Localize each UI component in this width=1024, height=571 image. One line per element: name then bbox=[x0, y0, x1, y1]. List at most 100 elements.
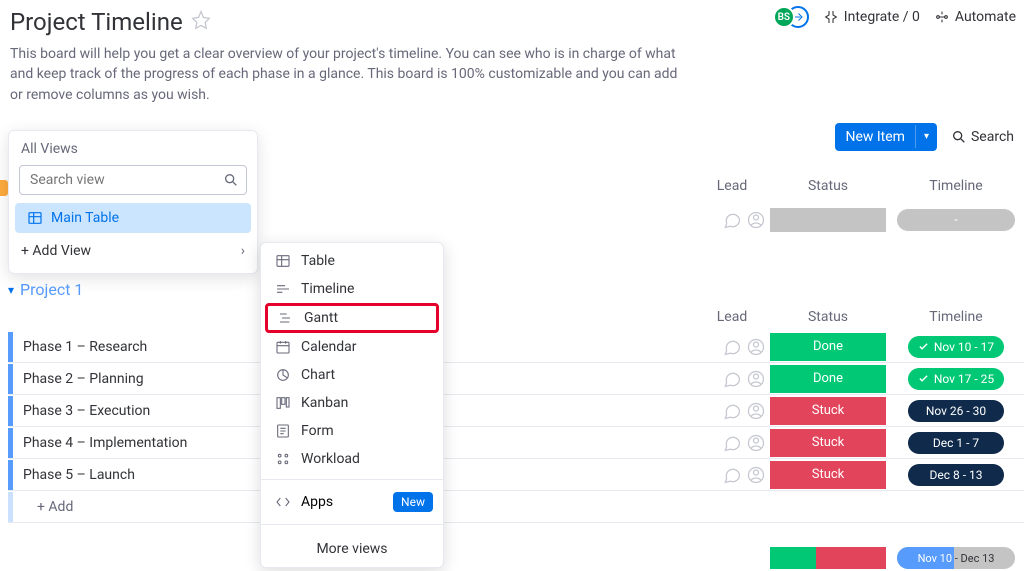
board-title: Project Timeline bbox=[10, 8, 183, 36]
automate-label: Automate bbox=[955, 9, 1016, 25]
submenu-item-label: Workload bbox=[301, 451, 360, 467]
automate-button[interactable]: Automate bbox=[934, 9, 1016, 25]
more-views-button[interactable]: More views bbox=[261, 531, 443, 563]
group-title: Project 1 bbox=[20, 280, 83, 299]
submenu-item-kanban[interactable]: Kanban bbox=[261, 389, 443, 417]
avatar-bs: BS bbox=[773, 6, 795, 28]
submenu-item-label: Calendar bbox=[301, 339, 357, 355]
status-cell[interactable]: Stuck bbox=[768, 429, 888, 457]
add-item-row[interactable]: + Add bbox=[8, 491, 1024, 523]
col-status[interactable]: Status bbox=[768, 309, 888, 325]
submenu-item-calendar[interactable]: Calendar bbox=[261, 333, 443, 361]
gantt-icon bbox=[278, 310, 294, 326]
new-item-button[interactable]: New Item ▾ bbox=[835, 123, 937, 151]
person-icon[interactable] bbox=[744, 399, 768, 423]
submenu-item-timeline[interactable]: Timeline bbox=[261, 275, 443, 303]
status-cell[interactable]: Stuck bbox=[768, 461, 888, 489]
table-row[interactable]: Phase 4 – ImplementationStuckDec 1 - 7 bbox=[8, 427, 1024, 459]
person-icon[interactable] bbox=[744, 367, 768, 391]
submenu-item-table[interactable]: Table bbox=[261, 247, 443, 275]
submenu-item-workload[interactable]: Workload bbox=[261, 445, 443, 473]
views-heading: All Views bbox=[9, 131, 257, 165]
timeline-cell[interactable]: Nov 26 - 30 bbox=[888, 400, 1024, 422]
person-icon[interactable] bbox=[744, 335, 768, 359]
view-item-main-table[interactable]: Main Table bbox=[15, 203, 251, 233]
col-lead[interactable]: Lead bbox=[696, 309, 768, 325]
form-icon bbox=[275, 423, 291, 439]
col-timeline[interactable]: Timeline bbox=[888, 309, 1024, 325]
check-icon bbox=[918, 341, 929, 352]
chat-icon[interactable] bbox=[720, 399, 744, 423]
add-view-label: + Add View bbox=[21, 243, 91, 259]
search-label: Search bbox=[971, 129, 1014, 145]
kanban-icon bbox=[275, 395, 291, 411]
workload-icon bbox=[275, 451, 291, 467]
submenu-item-label: Chart bbox=[301, 367, 335, 383]
search-button[interactable]: Search bbox=[951, 129, 1014, 145]
timeline-cell[interactable]: Dec 8 - 13 bbox=[888, 464, 1024, 486]
group-project-1: ▾ Project 1 Lead Status Timeline Phase 1… bbox=[8, 276, 1024, 571]
column-headers-group: Lead Status Timeline bbox=[8, 303, 1024, 331]
submenu-divider bbox=[261, 479, 443, 480]
check-icon bbox=[918, 373, 929, 384]
status-cell-blank[interactable] bbox=[768, 208, 888, 232]
submenu-item-form[interactable]: Form bbox=[261, 417, 443, 445]
col-timeline[interactable]: Timeline bbox=[888, 178, 1024, 194]
new-item-label: New Item bbox=[835, 123, 915, 151]
table-row[interactable]: Phase 1 – ResearchDoneNov 10 - 17 bbox=[8, 331, 1024, 363]
table-icon bbox=[275, 253, 291, 269]
add-item-label: + Add bbox=[13, 499, 73, 515]
add-view-submenu: Table Timeline Gantt Calendar Chart KanbanFor… bbox=[260, 242, 444, 568]
submenu-item-label: Table bbox=[301, 253, 335, 269]
new-badge: New bbox=[393, 492, 433, 512]
submenu-item-label: Timeline bbox=[301, 281, 354, 297]
board-description: This board will help you get a clear ove… bbox=[10, 44, 690, 105]
calendar-icon bbox=[275, 339, 291, 355]
chat-icon[interactable] bbox=[720, 463, 744, 487]
top-actions: BS Integrate / 0 Automate bbox=[773, 6, 1016, 28]
integrate-label: Integrate / 0 bbox=[844, 9, 920, 25]
member-avatars[interactable]: BS bbox=[773, 6, 809, 28]
table-row[interactable]: Phase 3 – ExecutionStuckNov 26 - 30 bbox=[8, 395, 1024, 427]
integrate-button[interactable]: Integrate / 0 bbox=[823, 9, 920, 25]
views-panel: All Views Main Table + Add View › bbox=[8, 130, 258, 274]
new-item-dropdown[interactable]: ▾ bbox=[915, 125, 937, 148]
favorite-star-icon[interactable] bbox=[191, 10, 211, 35]
apps-label: Apps bbox=[301, 494, 333, 510]
timeline-cell[interactable]: Nov 10 - 17 bbox=[888, 336, 1024, 358]
person-icon[interactable] bbox=[744, 463, 768, 487]
chevron-right-icon: › bbox=[241, 243, 245, 259]
timeline-cell-blank[interactable]: - bbox=[888, 209, 1024, 231]
view-item-label: Main Table bbox=[51, 210, 119, 226]
submenu-item-label: Gantt bbox=[304, 310, 338, 326]
chat-icon[interactable] bbox=[720, 367, 744, 391]
person-icon[interactable] bbox=[744, 208, 768, 232]
collapse-tab-icon[interactable] bbox=[0, 180, 8, 196]
col-status[interactable]: Status bbox=[768, 178, 888, 194]
group-collapse-icon[interactable]: ▾ bbox=[8, 283, 14, 297]
search-view-input[interactable] bbox=[19, 165, 247, 195]
table-row[interactable]: Phase 5 – LaunchStuckDec 8 - 13 bbox=[8, 459, 1024, 491]
chat-icon[interactable] bbox=[720, 335, 744, 359]
chart-icon bbox=[275, 367, 291, 383]
person-icon[interactable] bbox=[744, 431, 768, 455]
submenu-item-chart[interactable]: Chart bbox=[261, 361, 443, 389]
table-row[interactable]: Phase 2 – PlanningDoneNov 17 - 25 bbox=[8, 363, 1024, 395]
timeline-cell[interactable]: Dec 1 - 7 bbox=[888, 432, 1024, 454]
status-cell[interactable]: Done bbox=[768, 365, 888, 393]
search-icon bbox=[223, 172, 239, 188]
col-lead[interactable]: Lead bbox=[696, 178, 768, 194]
group-header[interactable]: ▾ Project 1 bbox=[8, 276, 1024, 303]
status-cell[interactable]: Stuck bbox=[768, 397, 888, 425]
timeline-summary: Nov 10 - Dec 13 bbox=[897, 547, 1015, 569]
search-view-wrapper bbox=[19, 165, 247, 195]
chat-icon[interactable] bbox=[720, 431, 744, 455]
submenu-apps[interactable]: Apps New bbox=[261, 486, 443, 518]
timeline-icon bbox=[275, 281, 291, 297]
timeline-cell[interactable]: Nov 17 - 25 bbox=[888, 368, 1024, 390]
chat-icon[interactable] bbox=[720, 208, 744, 232]
status-cell[interactable]: Done bbox=[768, 333, 888, 361]
status-summary bbox=[770, 547, 886, 569]
add-view-button[interactable]: + Add View › bbox=[9, 233, 257, 269]
submenu-item-gantt[interactable]: Gantt bbox=[265, 303, 439, 333]
